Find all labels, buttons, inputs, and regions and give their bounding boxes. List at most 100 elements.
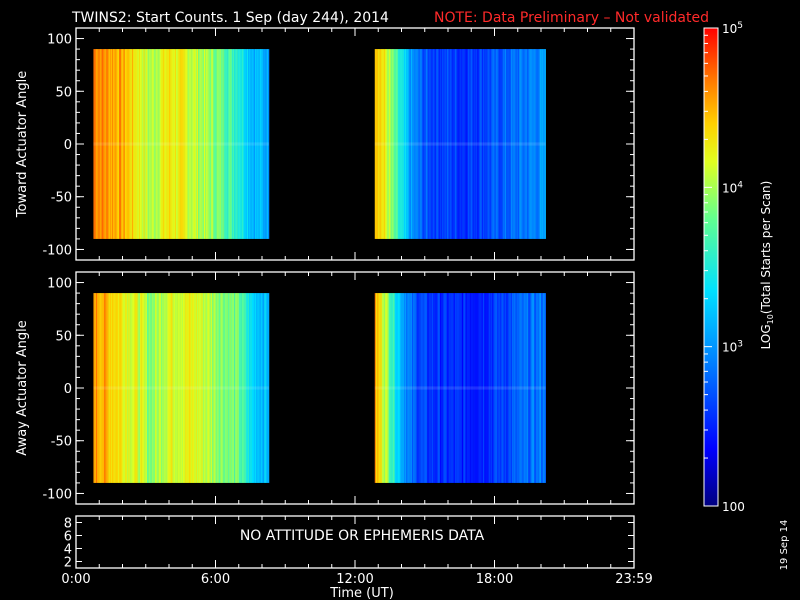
heatmap-column xyxy=(248,49,250,239)
heatmap-column xyxy=(232,49,235,239)
heatmap-column xyxy=(167,49,170,239)
heatmap-column xyxy=(441,49,443,239)
heatmap-column xyxy=(492,293,494,483)
heatmap-column xyxy=(414,293,416,483)
heatmap-column xyxy=(216,49,219,239)
heatmap-column xyxy=(442,49,444,239)
heatmap-column xyxy=(509,293,512,483)
heatmap-column xyxy=(187,293,190,483)
heatmap-column xyxy=(445,293,448,483)
heatmap-column xyxy=(456,49,458,239)
heatmap-column xyxy=(146,49,149,239)
heatmap-column xyxy=(125,49,128,239)
heatmap-column xyxy=(529,293,531,483)
heatmap-column xyxy=(149,293,151,483)
heatmap-column xyxy=(408,49,410,239)
heatmap-column xyxy=(387,293,390,483)
heatmap-column xyxy=(115,49,117,239)
heatmap-column xyxy=(107,293,109,483)
heatmap-column xyxy=(227,293,229,483)
heatmap-column xyxy=(184,293,186,483)
heatmap-column xyxy=(257,293,259,483)
heatmap-column xyxy=(538,49,541,239)
bottom-x-ticks xyxy=(75,272,635,504)
heatmap-column xyxy=(459,49,462,239)
heatmap-column xyxy=(394,293,396,483)
heatmap-column xyxy=(159,293,162,483)
heatmap-column xyxy=(477,49,479,239)
heatmap-column xyxy=(205,293,207,483)
heatmap-column xyxy=(416,293,419,483)
heatmap-column xyxy=(442,293,444,483)
heatmap-column xyxy=(196,293,199,483)
heatmap-column xyxy=(235,293,237,483)
eph-y-tick-label: 6 xyxy=(64,530,72,545)
heatmap-column xyxy=(152,293,155,483)
heatmap-column xyxy=(94,49,97,239)
heatmap-column xyxy=(259,293,262,483)
heatmap-column xyxy=(157,49,159,239)
x-tick-label: 18:00 xyxy=(476,572,513,587)
zero-angle-band xyxy=(93,142,269,146)
heatmap-column xyxy=(262,293,264,483)
heatmap-column xyxy=(169,49,171,239)
y-tick-label: 50 xyxy=(55,329,72,344)
heatmap-column xyxy=(457,293,459,483)
heatmap-column xyxy=(95,49,98,239)
heatmap-column xyxy=(246,49,249,239)
heatmap-column xyxy=(169,293,171,483)
heatmap-column xyxy=(468,293,471,483)
eph-y-tick-label: 8 xyxy=(64,517,72,532)
heatmap-column xyxy=(507,293,509,483)
heatmap-column xyxy=(544,293,546,483)
colorbar-tick-label: 104 xyxy=(722,180,743,195)
heatmap-column xyxy=(182,49,185,239)
bottom-heatmap xyxy=(93,293,546,483)
heatmap-column xyxy=(258,293,260,483)
heatmap-column xyxy=(499,49,501,239)
heatmap-column xyxy=(491,49,493,239)
heatmap-column xyxy=(108,49,111,239)
heatmap-column xyxy=(112,293,114,483)
heatmap-column xyxy=(202,49,205,239)
heatmap-column xyxy=(448,293,450,483)
heatmap-column xyxy=(457,49,459,239)
heatmap-column xyxy=(131,49,134,239)
heatmap-column xyxy=(536,293,538,483)
heatmap-column xyxy=(527,49,529,239)
heatmap-column xyxy=(407,49,409,239)
heatmap-column xyxy=(199,293,201,483)
heatmap-column xyxy=(428,49,430,239)
y-tick-label: -100 xyxy=(42,243,72,258)
heatmap-column xyxy=(471,49,473,239)
heatmap-column xyxy=(478,49,480,239)
heatmap-column xyxy=(449,293,451,483)
heatmap-column xyxy=(214,293,216,483)
top-y-ticks: 100 50 0 -50 -100 xyxy=(42,33,634,258)
heatmap-column xyxy=(175,293,178,483)
heatmap-column xyxy=(535,49,537,239)
heatmap-column xyxy=(472,293,474,483)
heatmap-column xyxy=(117,293,120,483)
heatmap-column xyxy=(506,49,508,239)
heatmap-column xyxy=(528,49,530,239)
top-x-ticks xyxy=(75,28,635,260)
heatmap-column xyxy=(497,293,500,483)
heatmap-column xyxy=(522,49,524,239)
heatmap-column xyxy=(534,293,536,483)
top-y-axis-title: Toward Actuator Angle xyxy=(15,71,30,218)
heatmap-column xyxy=(173,49,176,239)
heatmap-column xyxy=(513,49,515,239)
bottom-panel: 100 50 0 -50 -100 Away Actuator Angle xyxy=(15,271,635,505)
heatmap-column xyxy=(148,293,150,483)
heatmap-column xyxy=(137,293,140,483)
heatmap-column xyxy=(537,293,539,483)
heatmap-column xyxy=(244,49,247,239)
heatmap-column xyxy=(400,293,402,483)
heatmap-column xyxy=(392,293,394,483)
heatmap-column xyxy=(439,293,442,483)
heatmap-column xyxy=(517,49,520,239)
heatmap-column xyxy=(470,49,472,239)
heatmap-column xyxy=(255,49,257,239)
heatmap-column xyxy=(516,293,519,483)
